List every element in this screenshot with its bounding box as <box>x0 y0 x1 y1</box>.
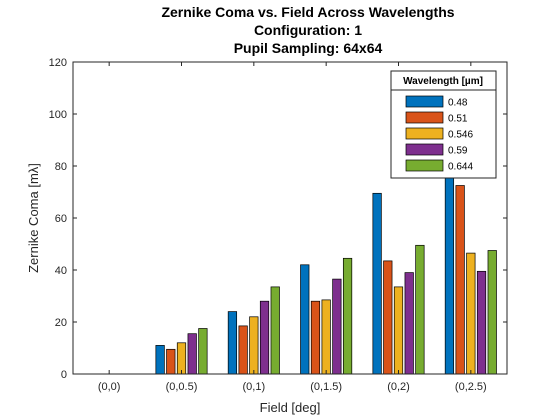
y-tick-label: 100 <box>49 109 67 121</box>
bar-0.51-(0,2) <box>383 260 393 375</box>
y-tick-label: 0 <box>61 369 67 381</box>
x-tick-label: (0,2.5) <box>455 381 487 393</box>
bar-0.48-(0,1.5) <box>300 264 310 375</box>
x-tick-label: (0,1) <box>243 381 266 393</box>
bar-0.59-(0,1) <box>259 300 270 375</box>
legend-label-0.59: 0.59 <box>448 146 468 157</box>
bar-0.51-(0,1.5) <box>310 300 321 375</box>
legend-label-0.546: 0.546 <box>448 130 473 141</box>
bar-0.546-(0,1.5) <box>321 299 331 375</box>
chart-title-line-1: Zernike Coma vs. Field Across Wavelength… <box>161 4 454 20</box>
y-tick-label: 80 <box>55 161 67 173</box>
bar-0.546-(0,2) <box>393 286 404 375</box>
x-tick-label: (0,2) <box>387 381 410 393</box>
legend-swatch-0.59 <box>405 143 444 156</box>
bar-0.546-(0,1) <box>249 316 259 375</box>
legend-label-0.644: 0.644 <box>448 162 473 173</box>
bar-0.644-(0,2.5) <box>487 250 497 375</box>
bar-0.51-(0,1) <box>238 325 248 375</box>
bar-0.644-(0,0.5) <box>198 328 208 375</box>
bar-0.546-(0,2.5) <box>466 252 476 375</box>
bar-0.48-(0,2.5) <box>444 165 455 375</box>
bar-0.48-(0,1) <box>227 311 238 375</box>
bar-0.59-(0,2.5) <box>476 270 487 375</box>
y-axis-label: Zernike Coma [mλ] <box>26 163 41 273</box>
legend-title: Wavelength [µm] <box>403 76 483 87</box>
y-tick-label: 20 <box>55 317 67 329</box>
legend-swatch-0.48 <box>405 95 444 108</box>
chart-title-line-3: Pupil Sampling: 64x64 <box>234 40 383 56</box>
legend: Wavelength [µm] 0.48 0.51 0.546 0.59 0.644 <box>390 70 497 179</box>
bar-0.59-(0,0.5) <box>187 333 197 375</box>
y-tick-label: 60 <box>55 213 67 225</box>
bar-0.48-(0,2) <box>372 192 382 375</box>
bar-0.644-(0,2) <box>415 244 425 375</box>
x-axis-label: Field [deg] <box>260 400 321 415</box>
legend-swatch-0.644 <box>405 159 444 172</box>
bar-0.644-(0,1) <box>270 286 280 375</box>
chart-title-line-2: Configuration: 1 <box>254 22 362 38</box>
bar-0.59-(0,1.5) <box>332 278 342 375</box>
bar-0.546-(0,0.5) <box>176 342 187 375</box>
y-tick-label: 40 <box>55 265 67 277</box>
y-tick-label: 120 <box>49 57 67 69</box>
legend-swatch-0.51 <box>405 111 444 124</box>
chart-title: Zernike Coma vs. Field Across Wavelength… <box>161 4 454 56</box>
bar-0.48-(0,0.5) <box>155 345 165 375</box>
y-axis-ticks: 0 20 40 60 80 100 120 <box>49 57 507 381</box>
bar-0.51-(0,0.5) <box>166 348 176 375</box>
x-tick-label: (0,0) <box>98 381 121 393</box>
bar-0.644-(0,1.5) <box>342 257 353 375</box>
legend-items: 0.48 0.51 0.546 0.59 0.644 <box>405 95 473 173</box>
x-tick-label: (0,1.5) <box>310 381 342 393</box>
legend-swatch-0.546 <box>405 127 444 140</box>
bar-0.59-(0,2) <box>404 272 414 375</box>
legend-label-0.51: 0.51 <box>448 114 468 125</box>
x-axis-ticks: (0,0) (0,0.5) (0,1) (0,1.5) (0,2) (0,2.5) <box>98 62 487 393</box>
x-tick-label: (0,0.5) <box>166 381 198 393</box>
bar-0.51-(0,2.5) <box>455 185 465 375</box>
legend-label-0.48: 0.48 <box>448 98 468 109</box>
